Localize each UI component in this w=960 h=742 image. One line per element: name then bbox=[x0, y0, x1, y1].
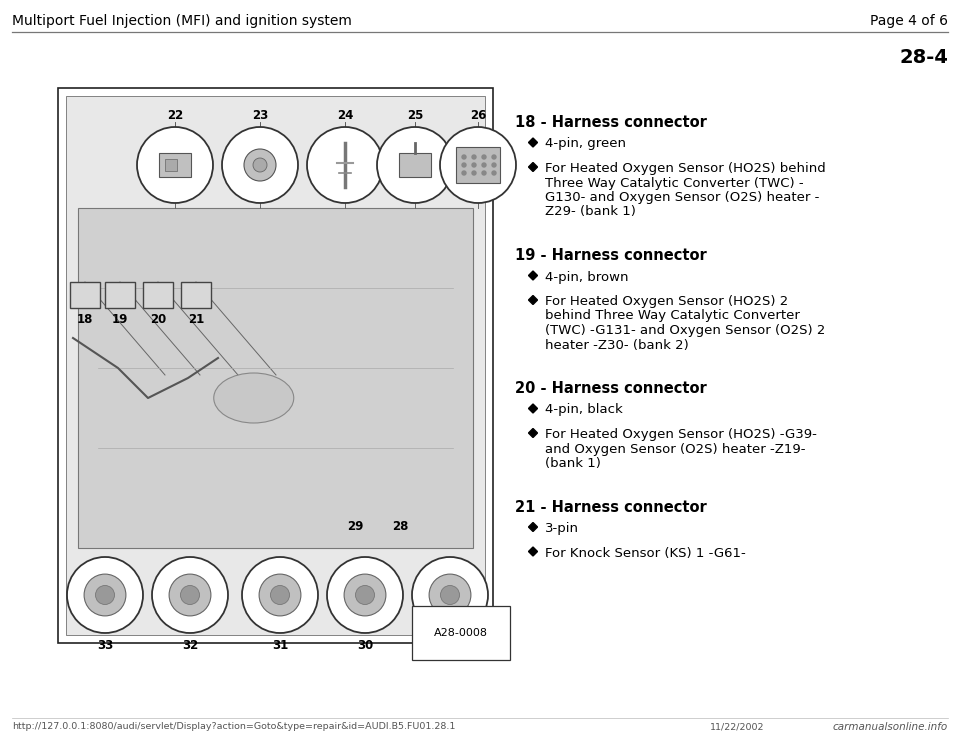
Circle shape bbox=[412, 557, 488, 633]
Text: 18 - Harness connector: 18 - Harness connector bbox=[515, 115, 707, 130]
Text: For Heated Oxygen Sensor (HO2S) behind: For Heated Oxygen Sensor (HO2S) behind bbox=[545, 162, 826, 175]
Circle shape bbox=[482, 163, 486, 167]
Text: 20 - Harness connector: 20 - Harness connector bbox=[515, 381, 707, 396]
Circle shape bbox=[242, 557, 318, 633]
Circle shape bbox=[95, 585, 114, 605]
Circle shape bbox=[67, 557, 143, 633]
Circle shape bbox=[253, 158, 267, 172]
Text: 4-pin, black: 4-pin, black bbox=[545, 404, 623, 416]
Circle shape bbox=[429, 574, 471, 616]
Text: 21: 21 bbox=[188, 313, 204, 326]
Bar bbox=[66, 96, 485, 635]
Circle shape bbox=[355, 585, 374, 605]
Circle shape bbox=[84, 574, 126, 616]
Circle shape bbox=[259, 574, 300, 616]
Bar bbox=[399, 153, 431, 177]
Circle shape bbox=[472, 155, 476, 159]
Text: and Oxygen Sensor (O2S) heater -Z19-: and Oxygen Sensor (O2S) heater -Z19- bbox=[545, 442, 805, 456]
Circle shape bbox=[244, 149, 276, 181]
Text: Z29- (bank 1): Z29- (bank 1) bbox=[545, 206, 636, 218]
Text: 20: 20 bbox=[150, 313, 166, 326]
Text: 26: 26 bbox=[469, 109, 486, 122]
Text: 18: 18 bbox=[77, 313, 93, 326]
Bar bbox=[70, 282, 100, 308]
Circle shape bbox=[137, 127, 213, 203]
Text: Multiport Fuel Injection (MFI) and ignition system: Multiport Fuel Injection (MFI) and ignit… bbox=[12, 14, 352, 28]
Circle shape bbox=[307, 127, 383, 203]
Circle shape bbox=[482, 155, 486, 159]
Text: 30: 30 bbox=[357, 639, 373, 652]
Text: 25: 25 bbox=[407, 109, 423, 122]
Text: 19: 19 bbox=[111, 313, 129, 326]
Text: A28-0008: A28-0008 bbox=[434, 628, 488, 638]
Text: 28-4: 28-4 bbox=[900, 48, 948, 67]
Polygon shape bbox=[529, 138, 538, 147]
Circle shape bbox=[152, 557, 228, 633]
Ellipse shape bbox=[214, 373, 294, 423]
Circle shape bbox=[327, 557, 403, 633]
Polygon shape bbox=[529, 522, 538, 531]
Text: carmanualsonline.info: carmanualsonline.info bbox=[832, 722, 948, 732]
Text: 27: 27 bbox=[442, 639, 458, 652]
Text: 31: 31 bbox=[272, 639, 288, 652]
Circle shape bbox=[222, 127, 298, 203]
Text: 23: 23 bbox=[252, 109, 268, 122]
Text: (TWC) -G131- and Oxygen Sensor (O2S) 2: (TWC) -G131- and Oxygen Sensor (O2S) 2 bbox=[545, 324, 826, 337]
Bar bbox=[159, 153, 191, 177]
Bar bbox=[181, 282, 211, 308]
Bar bbox=[58, 88, 493, 643]
Polygon shape bbox=[529, 295, 538, 304]
Text: For Heated Oxygen Sensor (HO2S) 2: For Heated Oxygen Sensor (HO2S) 2 bbox=[545, 295, 788, 308]
Text: 29: 29 bbox=[347, 520, 363, 533]
Text: G130- and Oxygen Sensor (O2S) heater -: G130- and Oxygen Sensor (O2S) heater - bbox=[545, 191, 820, 204]
Circle shape bbox=[482, 171, 486, 175]
Text: (bank 1): (bank 1) bbox=[545, 457, 601, 470]
Text: Page 4 of 6: Page 4 of 6 bbox=[870, 14, 948, 28]
Text: 11/22/2002: 11/22/2002 bbox=[710, 722, 764, 731]
Text: 3-pin: 3-pin bbox=[545, 522, 579, 535]
Circle shape bbox=[180, 585, 200, 605]
Circle shape bbox=[472, 171, 476, 175]
Circle shape bbox=[462, 163, 466, 167]
Text: http://127.0.0.1:8080/audi/servlet/Display?action=Goto&type=repair&id=AUDI.B5.FU: http://127.0.0.1:8080/audi/servlet/Displ… bbox=[12, 722, 455, 731]
Circle shape bbox=[344, 574, 386, 616]
Polygon shape bbox=[529, 428, 538, 438]
Text: 32: 32 bbox=[181, 639, 198, 652]
Polygon shape bbox=[529, 162, 538, 171]
Circle shape bbox=[472, 163, 476, 167]
Bar bbox=[78, 208, 473, 548]
Text: 22: 22 bbox=[167, 109, 183, 122]
Text: 21 - Harness connector: 21 - Harness connector bbox=[515, 499, 707, 514]
Circle shape bbox=[169, 574, 211, 616]
Text: Three Way Catalytic Converter (TWC) -: Three Way Catalytic Converter (TWC) - bbox=[545, 177, 804, 189]
Circle shape bbox=[441, 585, 460, 605]
Text: For Heated Oxygen Sensor (HO2S) -G39-: For Heated Oxygen Sensor (HO2S) -G39- bbox=[545, 428, 817, 441]
Circle shape bbox=[271, 585, 290, 605]
Text: 28: 28 bbox=[392, 520, 408, 533]
Bar bbox=[143, 282, 173, 308]
Text: 19 - Harness connector: 19 - Harness connector bbox=[515, 248, 707, 263]
Polygon shape bbox=[529, 547, 538, 556]
Circle shape bbox=[492, 155, 496, 159]
Circle shape bbox=[462, 171, 466, 175]
Bar bbox=[105, 282, 135, 308]
Polygon shape bbox=[529, 404, 538, 413]
Circle shape bbox=[462, 155, 466, 159]
Circle shape bbox=[492, 171, 496, 175]
Bar bbox=[456, 147, 500, 183]
Circle shape bbox=[440, 127, 516, 203]
Circle shape bbox=[492, 163, 496, 167]
Text: behind Three Way Catalytic Converter: behind Three Way Catalytic Converter bbox=[545, 309, 800, 323]
Polygon shape bbox=[529, 271, 538, 280]
Bar bbox=[165, 159, 177, 171]
Text: 4-pin, brown: 4-pin, brown bbox=[545, 271, 629, 283]
Text: 24: 24 bbox=[337, 109, 353, 122]
Circle shape bbox=[377, 127, 453, 203]
Text: 33: 33 bbox=[97, 639, 113, 652]
Text: For Knock Sensor (KS) 1 -G61-: For Knock Sensor (KS) 1 -G61- bbox=[545, 547, 746, 559]
Text: heater -Z30- (bank 2): heater -Z30- (bank 2) bbox=[545, 338, 688, 352]
Text: 4-pin, green: 4-pin, green bbox=[545, 137, 626, 151]
